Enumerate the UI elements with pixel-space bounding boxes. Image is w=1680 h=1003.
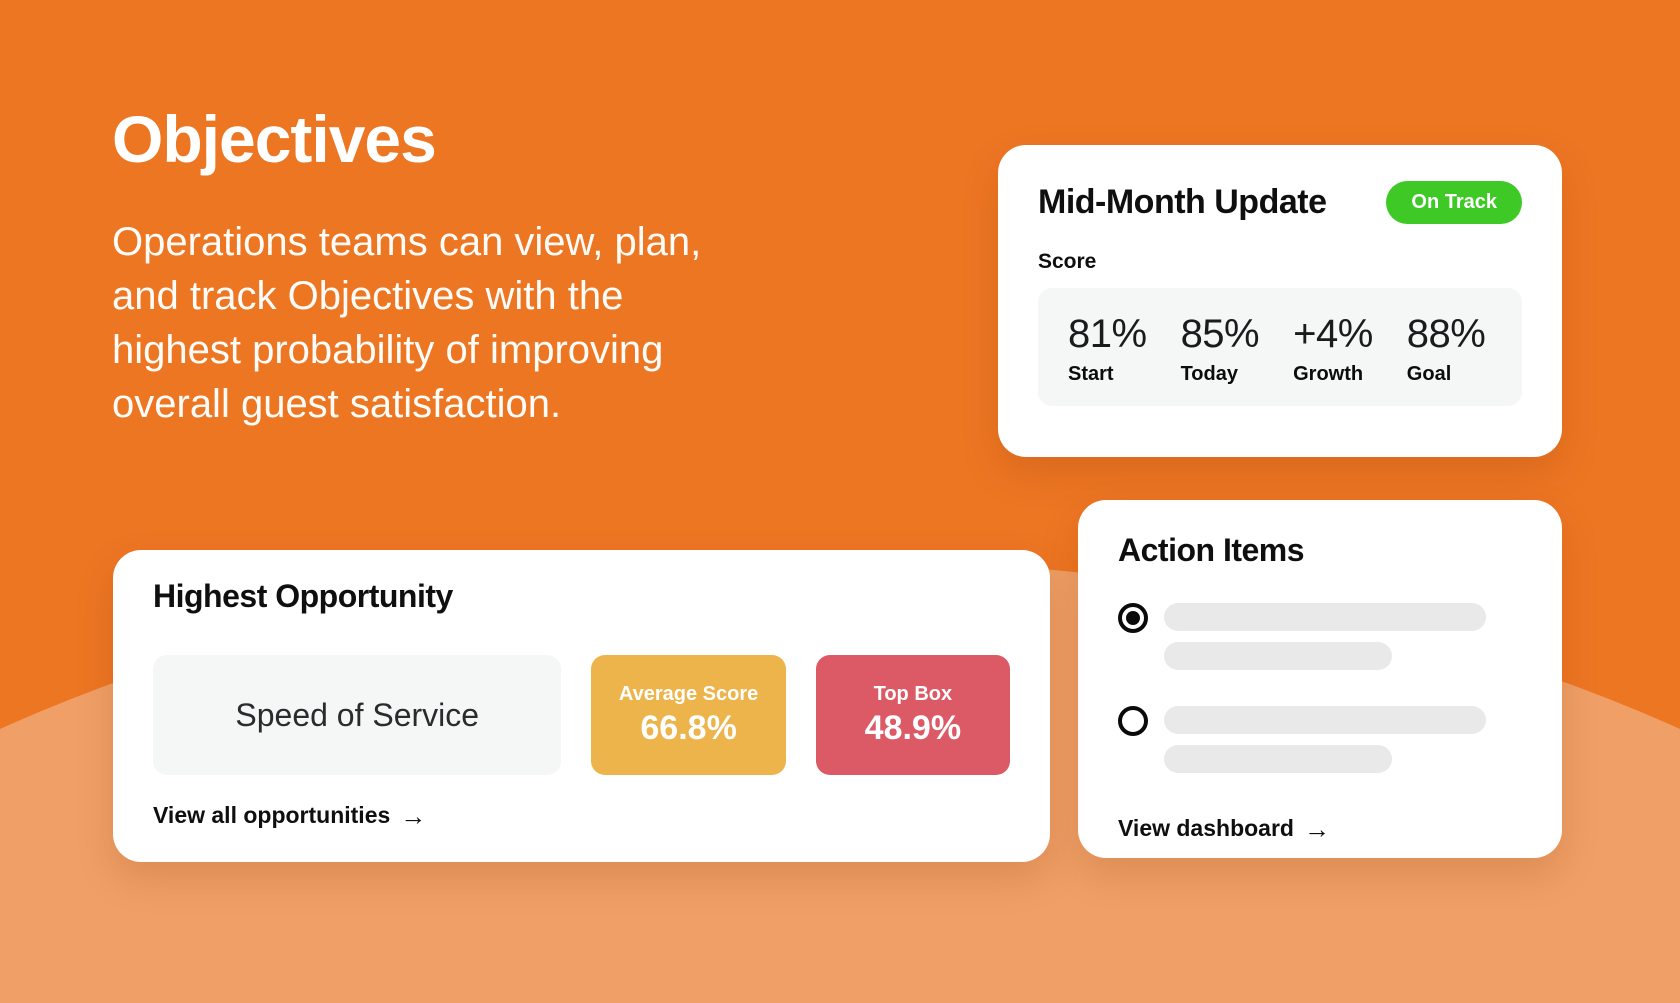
stat-label: Goal xyxy=(1406,363,1452,385)
placeholder-bar-long xyxy=(1164,706,1486,734)
action-item-row xyxy=(1118,603,1522,670)
mid-month-card-header: Mid-Month Update On Track xyxy=(1038,181,1522,224)
stat-value: 85% xyxy=(1180,312,1260,356)
mid-month-card-title: Mid-Month Update xyxy=(1038,183,1327,221)
stat-start: 81% Start xyxy=(1068,312,1147,386)
placeholder-bar-short xyxy=(1164,642,1392,670)
view-all-opportunities-link[interactable]: View all opportunities → xyxy=(153,802,1010,829)
view-dashboard-link[interactable]: View dashboard → xyxy=(1118,815,1522,842)
action-item-row xyxy=(1118,706,1522,773)
action-item-placeholder xyxy=(1164,603,1522,670)
view-all-opportunities-link-label: View all opportunities xyxy=(153,802,391,828)
page-title: Objectives xyxy=(112,102,437,176)
opportunity-name-panel: Speed of Service xyxy=(153,655,562,775)
action-items-card: Action Items View dashboard → xyxy=(1078,500,1562,858)
action-item-placeholder xyxy=(1164,706,1522,773)
stat-label: Growth xyxy=(1293,363,1364,385)
description-line: highest probability of improving xyxy=(112,327,664,372)
view-dashboard-link-label: View dashboard xyxy=(1118,815,1294,841)
metric-value: 48.9% xyxy=(864,708,962,747)
radio-selected-icon[interactable] xyxy=(1118,603,1148,633)
description-line: Operations teams can view, plan, xyxy=(112,219,702,264)
stat-goal: 88% Goal xyxy=(1407,312,1486,386)
action-items-list xyxy=(1118,603,1522,773)
metric-label: Average Score xyxy=(618,682,759,705)
placeholder-bar-long xyxy=(1164,603,1486,631)
stat-today: 85% Today xyxy=(1181,312,1260,386)
mid-month-update-card: Mid-Month Update On Track Score 81% Star… xyxy=(998,145,1562,457)
highest-opportunity-card-title: Highest Opportunity xyxy=(153,578,453,614)
description-line: overall guest satisfaction. xyxy=(112,381,562,426)
stat-value: 81% xyxy=(1068,312,1147,356)
page-description: Operations teams can view, plan, and tra… xyxy=(112,215,701,431)
arrow-right-icon: → xyxy=(400,800,427,831)
stat-value: 88% xyxy=(1406,312,1486,356)
placeholder-bar-short xyxy=(1164,745,1392,773)
score-stats-panel: 81% Start 85% Today +4% Growth 88% Goal xyxy=(1038,288,1522,406)
stat-growth: +4% Growth xyxy=(1293,312,1373,386)
stat-label: Start xyxy=(1068,363,1114,385)
status-badge: On Track xyxy=(1386,181,1522,224)
top-box-metric: Top Box 48.9% xyxy=(815,655,1010,775)
metric-value: 66.8% xyxy=(640,708,737,747)
score-section-label: Score xyxy=(1038,250,1097,273)
highest-opportunity-card: Highest Opportunity Speed of Service Ave… xyxy=(113,550,1050,862)
stat-value: +4% xyxy=(1293,312,1373,356)
opportunity-content-row: Speed of Service Average Score 66.8% Top… xyxy=(153,655,1010,775)
average-score-metric: Average Score 66.8% xyxy=(591,655,786,775)
stat-label: Today xyxy=(1180,363,1238,385)
metric-label: Top Box xyxy=(873,682,953,705)
description-line: and track Objectives with the xyxy=(112,273,624,318)
arrow-right-icon: → xyxy=(1303,813,1330,844)
radio-unselected-icon[interactable] xyxy=(1118,706,1148,736)
hero-section: Objectives Operations teams can view, pl… xyxy=(112,98,701,431)
action-items-card-title: Action Items xyxy=(1118,532,1305,568)
